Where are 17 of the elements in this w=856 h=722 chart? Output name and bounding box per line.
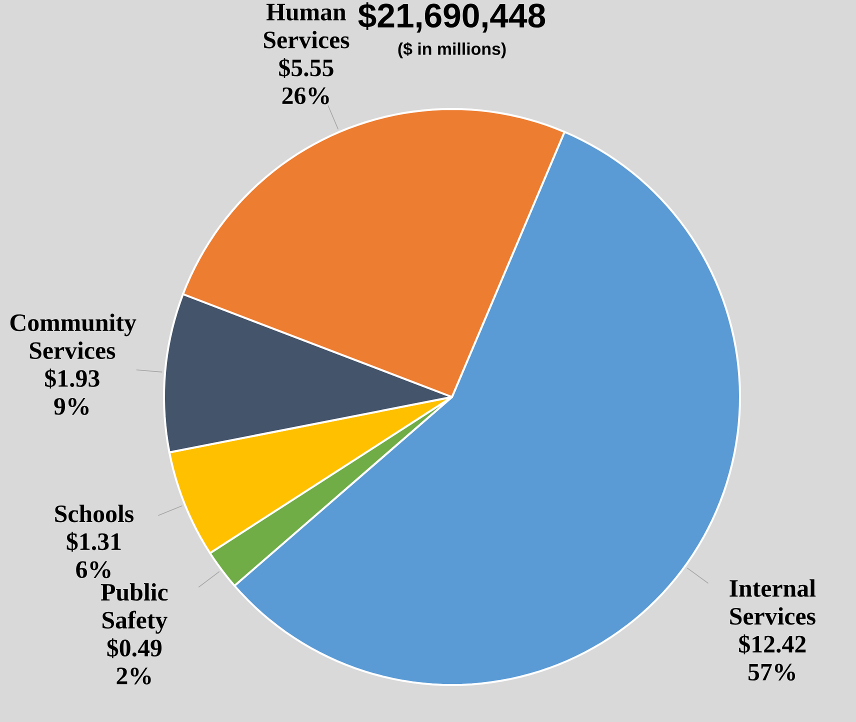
data-label: $12.42: [739, 634, 806, 654]
slice-label: Human Services: [264, 4, 350, 48]
text: 26%: [282, 87, 329, 104]
text: 2%: [116, 668, 151, 684]
slice-label: Public Safety: [100, 583, 168, 634]
slice-label: Schools: [55, 504, 134, 522]
data-label: $1.93: [45, 368, 100, 389]
slice-label: Internal Services: [730, 579, 816, 625]
data-label: $1.31: [66, 532, 121, 552]
chart-title: $21,690,448: [358, 2, 546, 33]
data-label: $0.49: [107, 638, 162, 658]
text: 9%: [54, 398, 89, 415]
data-label: $5.55: [279, 58, 334, 78]
text: ($ in millions): [398, 42, 506, 58]
text: 6%: [76, 561, 110, 578]
text: 57%: [748, 664, 796, 681]
slice-label: Community Services: [10, 314, 136, 360]
